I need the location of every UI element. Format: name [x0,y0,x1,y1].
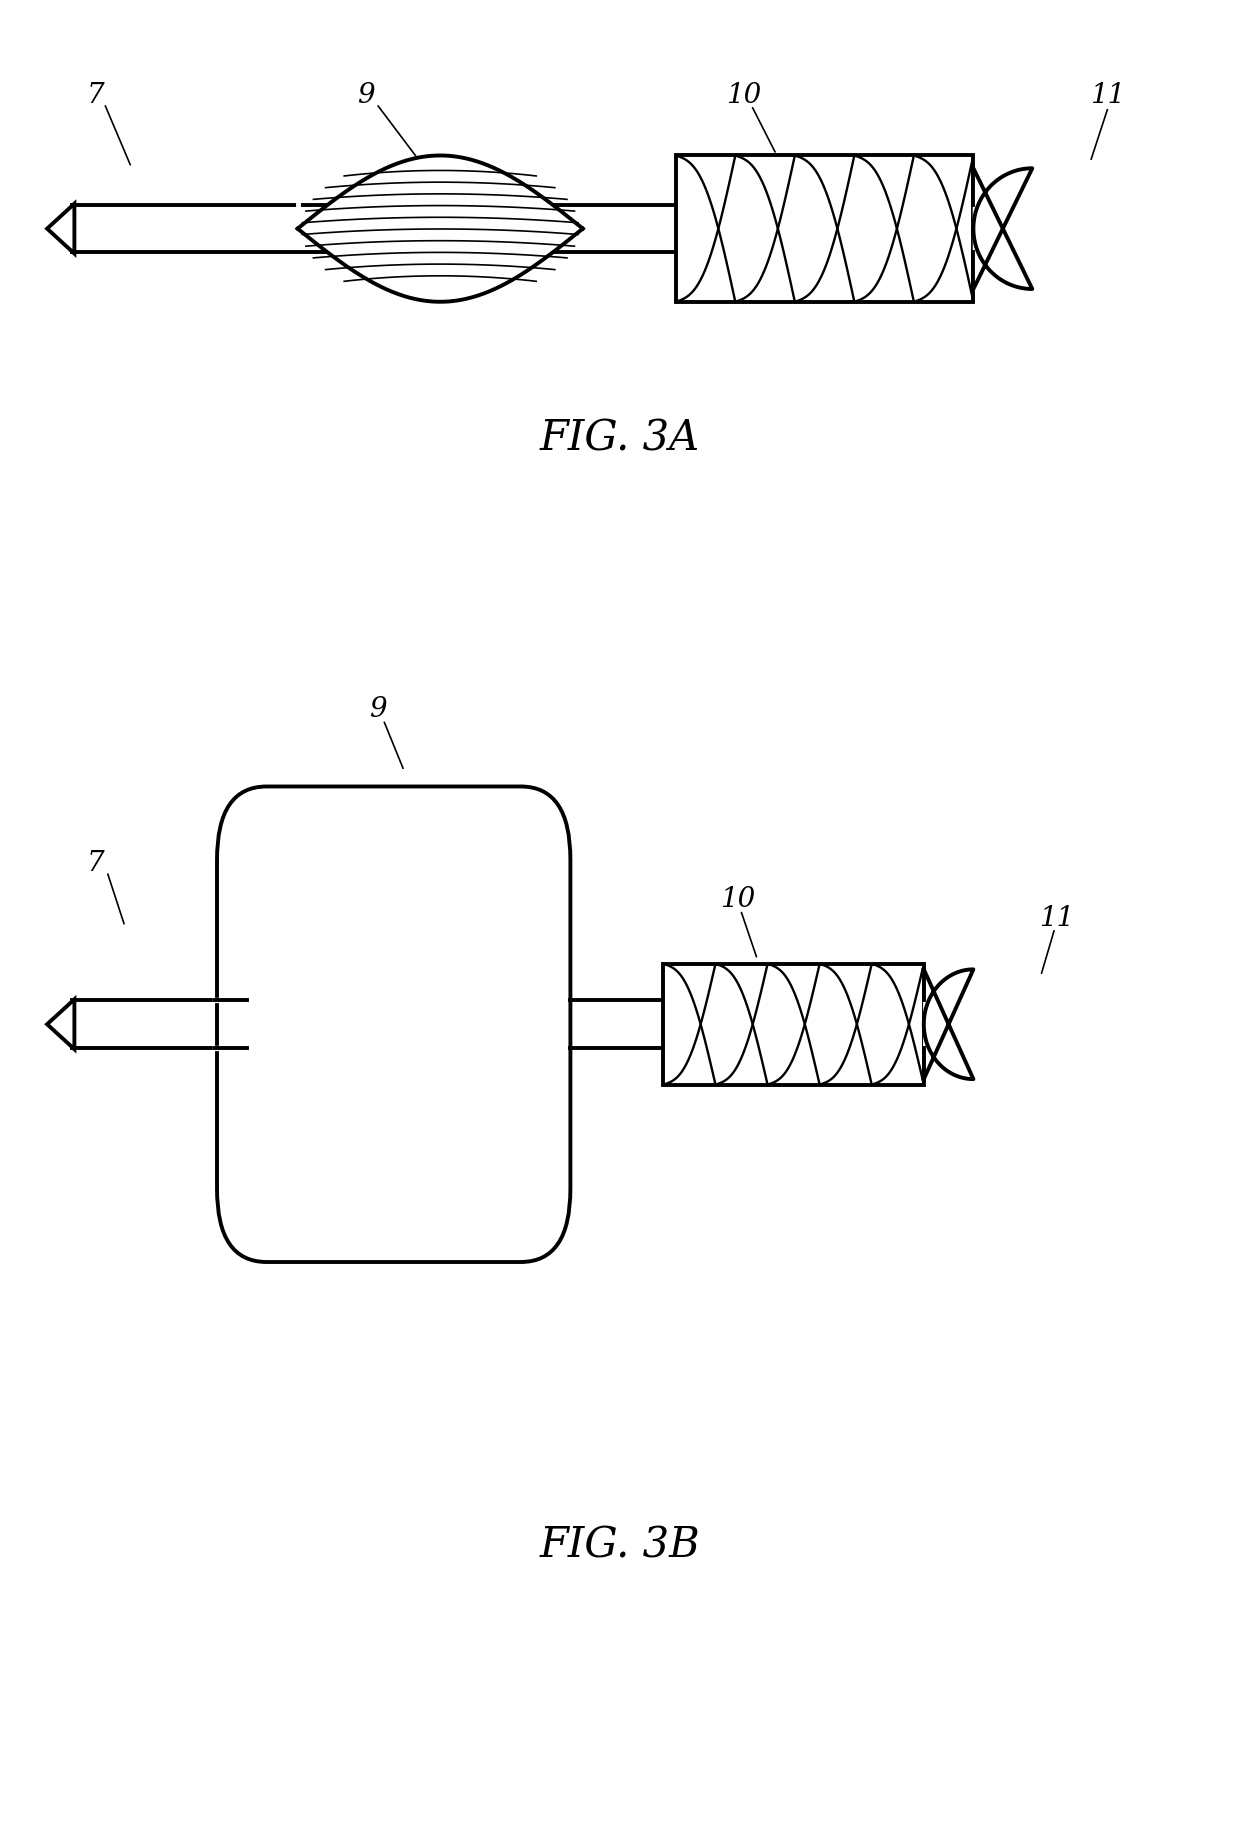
Text: 10: 10 [720,887,755,913]
Text: 11: 11 [1039,905,1074,931]
FancyBboxPatch shape [217,786,570,1262]
Text: 9: 9 [357,82,374,108]
Polygon shape [298,155,583,302]
FancyBboxPatch shape [217,786,570,1262]
Bar [676,155,973,302]
Text: 10: 10 [727,82,761,108]
Polygon shape [973,168,1032,289]
Text: 7: 7 [87,850,104,876]
Text: 7: 7 [87,82,104,108]
Text: FIG. 3B: FIG. 3B [539,1525,701,1566]
Polygon shape [47,999,74,1050]
Text: 11: 11 [1090,82,1125,108]
Text: FIG. 3A: FIG. 3A [539,419,701,459]
Polygon shape [924,969,973,1079]
Bar [663,964,924,1085]
Text: 9: 9 [370,697,387,722]
Polygon shape [47,203,74,254]
